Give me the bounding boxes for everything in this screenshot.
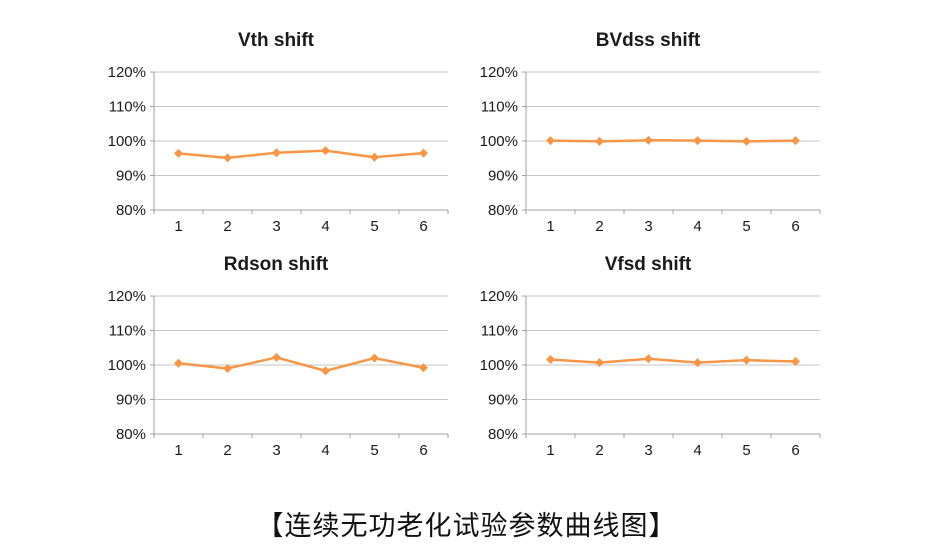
svg-text:90%: 90% (488, 392, 518, 409)
svg-text:120%: 120% (108, 64, 146, 81)
svg-text:5: 5 (742, 218, 750, 235)
svg-text:90%: 90% (116, 392, 146, 409)
svg-text:1: 1 (546, 218, 554, 235)
svg-text:5: 5 (742, 442, 750, 459)
svg-text:100%: 100% (480, 357, 518, 374)
svg-text:6: 6 (419, 442, 427, 459)
svg-text:6: 6 (791, 218, 799, 235)
chart-title: Vth shift (238, 30, 314, 51)
svg-text:80%: 80% (116, 202, 146, 219)
chart-vth-shift: Vth shift 80% 90% 100% 110% 120% 1 2 3 4 5 6 (96, 26, 456, 242)
chart-title: Vfsd shift (604, 254, 692, 275)
svg-text:80%: 80% (116, 426, 146, 443)
chart-title: Rdson shift (223, 254, 329, 275)
svg-text:4: 4 (693, 218, 701, 235)
svg-text:3: 3 (272, 442, 280, 459)
svg-text:3: 3 (644, 442, 652, 459)
svg-text:1: 1 (546, 442, 554, 459)
svg-text:2: 2 (595, 218, 603, 235)
chart-canvas-vfsd-shift: 80% 90% 100% 110% 120% 1 2 3 4 5 6 (480, 288, 821, 459)
svg-text:1: 1 (174, 442, 182, 459)
chart-canvas-vth-shift: 80% 90% 100% 110% 120% 1 2 3 4 5 6 (108, 64, 449, 235)
svg-text:1: 1 (174, 218, 182, 235)
svg-text:3: 3 (272, 218, 280, 235)
svg-text:120%: 120% (108, 288, 146, 305)
chart-vfsd-shift: Vfsd shift 80% 90% 100% 110% 120% 1 2 3 4 5 6 (468, 250, 828, 466)
chart-canvas-rdson-shift: 80% 90% 100% 110% 120% 1 2 3 4 5 6 (108, 288, 449, 459)
svg-text:80%: 80% (488, 426, 518, 443)
svg-text:90%: 90% (488, 168, 518, 185)
figure-caption: 【连续无功老化试验参数曲线图】 (256, 511, 677, 541)
svg-text:6: 6 (791, 442, 799, 459)
svg-text:2: 2 (223, 442, 231, 459)
svg-text:120%: 120% (480, 64, 518, 81)
chart-canvas-bvdss-shift: 80% 90% 100% 110% 120% 1 2 3 4 5 6 (480, 64, 821, 235)
svg-text:120%: 120% (480, 288, 518, 305)
svg-text:4: 4 (693, 442, 701, 459)
chart-bvdss-shift: BVdss shift 80% 90% 100% 110% 120% 1 2 3 4 5 6 (468, 26, 828, 242)
svg-text:110%: 110% (481, 99, 518, 116)
svg-text:100%: 100% (108, 357, 146, 374)
svg-text:100%: 100% (480, 133, 518, 150)
svg-text:80%: 80% (488, 202, 518, 219)
svg-text:5: 5 (370, 218, 378, 235)
svg-text:110%: 110% (481, 323, 518, 340)
chart-rdson-shift: Rdson shift 80% 90% 100% 110% 120% 1 2 3 4 5 6 (96, 250, 456, 466)
svg-text:5: 5 (370, 442, 378, 459)
chart-title: BVdss shift (595, 30, 701, 51)
svg-text:110%: 110% (109, 323, 146, 340)
svg-text:100%: 100% (108, 133, 146, 150)
svg-text:4: 4 (321, 218, 329, 235)
svg-text:90%: 90% (116, 168, 146, 185)
svg-text:2: 2 (595, 442, 603, 459)
svg-text:2: 2 (223, 218, 231, 235)
svg-text:4: 4 (321, 442, 329, 459)
svg-text:6: 6 (419, 218, 427, 235)
svg-text:110%: 110% (109, 99, 146, 116)
svg-text:3: 3 (644, 218, 652, 235)
